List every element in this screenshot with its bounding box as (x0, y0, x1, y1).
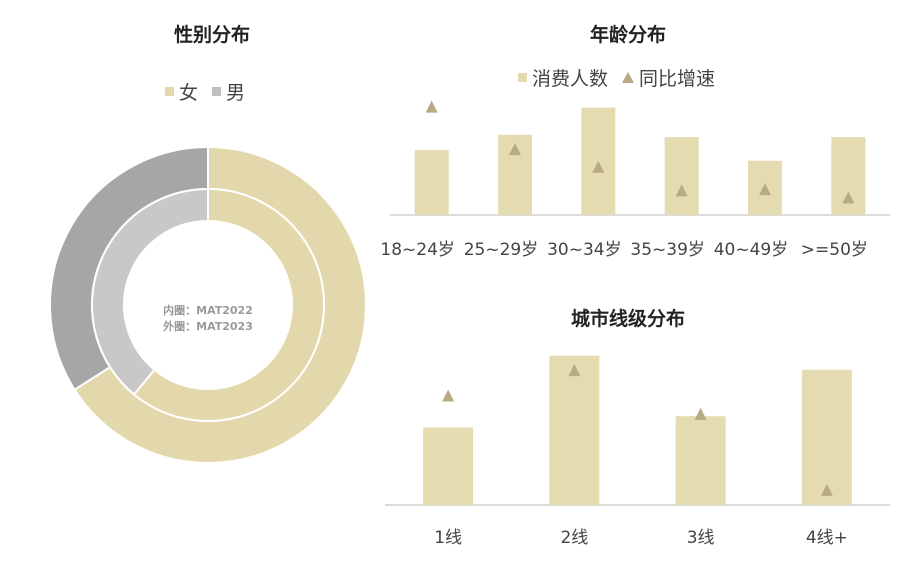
triangle-marker-icon (622, 72, 635, 83)
consumers-swatch-icon (518, 73, 527, 82)
city-chart-bar (423, 427, 474, 505)
city-chart-growth-marker (694, 407, 707, 420)
legend-label-consumers: 消费人数 (532, 68, 609, 90)
city-chart-tick-label: 4线+ (806, 528, 848, 548)
age-chart-growth-marker (675, 184, 688, 197)
age-chart-tick-label: 35~39岁 (630, 240, 705, 260)
legend-label-growth: 同比增速 (639, 68, 716, 90)
age-chart-tick-label: 30~34岁 (547, 240, 622, 260)
legend-item-female: 女 (165, 78, 198, 105)
city-chart-growth-marker (820, 483, 833, 496)
legend-label-male: 男 (226, 82, 246, 104)
legend-item-consumers: 消费人数 (518, 64, 608, 91)
city-chart-title: 城市线级分布 (570, 308, 686, 330)
female-swatch-icon (165, 87, 174, 96)
inner-ring-slice-male (91, 187, 209, 396)
donut-center-label-outer: 外圈：MAT2023 (162, 319, 253, 333)
age-chart-growth-marker (592, 160, 605, 173)
age-chart-growth-marker (842, 191, 855, 204)
gender-legend: 女 男 (165, 78, 245, 105)
male-swatch-icon (212, 87, 222, 96)
age-chart-tick-label: 40~49岁 (714, 240, 789, 260)
age-legend: 消费人数 同比增速 (518, 64, 715, 91)
legend-item-male: 男 (212, 78, 245, 105)
city-bar-chart: 1线 2线 3线 4线+ (385, 355, 890, 548)
age-bar-chart: 18~24岁 25~29岁 30~34岁 35~39岁 40~49岁 >=50岁 (380, 100, 890, 260)
age-chart-bar (414, 150, 449, 215)
gender-chart-title: 性别分布 (173, 24, 251, 46)
city-chart-bar (549, 355, 600, 505)
age-chart-title: 年龄分布 (589, 24, 667, 46)
gender-donut (49, 145, 367, 464)
age-chart-growth-marker (509, 143, 521, 156)
age-chart-growth-marker (425, 100, 438, 113)
age-chart-tick-label: >=50岁 (801, 240, 868, 260)
inner-ring-slice-female (132, 187, 325, 422)
age-chart-tick-label: 25~29岁 (464, 240, 539, 260)
legend-item-growth: 同比增速 (622, 64, 715, 91)
city-chart-growth-marker (568, 364, 581, 377)
donut-center-label-inner: 内圈：MAT2022 (163, 303, 253, 317)
legend-label-female: 女 (179, 82, 199, 104)
age-chart-bar (664, 137, 699, 215)
city-chart-growth-marker (442, 389, 455, 402)
city-chart-bar (675, 416, 726, 505)
age-chart-tick-label: 18~24岁 (380, 240, 455, 260)
age-chart-growth-marker (759, 183, 771, 196)
city-chart-tick-label: 1线 (434, 528, 462, 548)
city-chart-tick-label: 2线 (560, 528, 588, 548)
city-chart-bar (801, 369, 852, 505)
city-chart-tick-label: 3线 (687, 528, 715, 548)
